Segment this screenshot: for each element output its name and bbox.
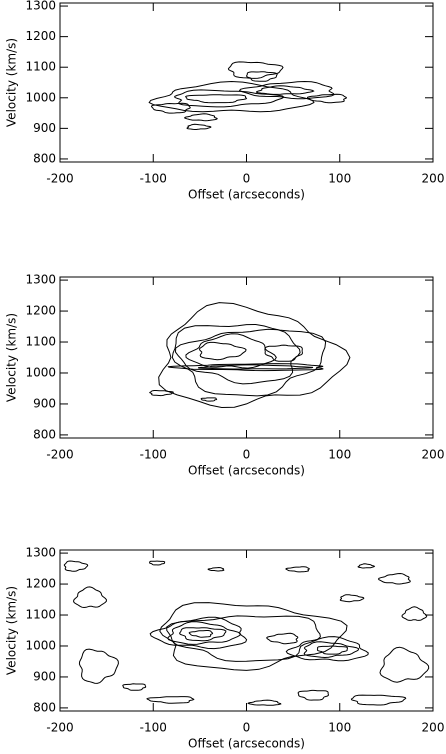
x-axis-label: Offset (arcseconds) xyxy=(188,737,305,751)
contour-line xyxy=(149,616,248,650)
x-tick-label: -100 xyxy=(140,721,167,735)
contour-line xyxy=(159,602,348,671)
x-tick-label: -200 xyxy=(46,172,73,186)
x-tick-label: 0 xyxy=(243,721,251,735)
contour-line xyxy=(174,328,301,385)
contour-line xyxy=(158,302,351,409)
y-tick-label: 1100 xyxy=(25,608,56,622)
contour-line xyxy=(167,621,241,645)
contour-line xyxy=(186,123,212,130)
panel: -200 -100 0 100 200 800 900 1000 1100 1200 1300 Off… xyxy=(5,273,445,478)
contour-line xyxy=(188,630,214,638)
y-tick-label: 900 xyxy=(33,669,56,683)
y-tick-label: 1100 xyxy=(25,335,56,349)
contour-line xyxy=(255,85,315,95)
x-tick-label: 0 xyxy=(243,172,251,186)
plot-frame xyxy=(59,549,434,712)
contour-line xyxy=(179,627,227,642)
contour-line xyxy=(264,344,303,362)
contour-line xyxy=(166,615,321,662)
y-tick-label: 1000 xyxy=(25,638,56,652)
panel: -200 -100 0 100 200 800 900 1000 1100 1200 1300 Off… xyxy=(5,0,445,202)
contour-line xyxy=(122,683,147,691)
contour-line xyxy=(246,71,278,82)
contour-line xyxy=(148,560,166,566)
contour-line xyxy=(316,645,349,655)
y-tick-label: 1100 xyxy=(25,60,56,74)
contour-line xyxy=(357,563,376,569)
contour-line xyxy=(266,632,299,645)
x-tick-label: 200 xyxy=(422,721,445,735)
contour-line xyxy=(184,94,248,104)
contour-line xyxy=(247,699,282,706)
contour-line xyxy=(198,341,247,361)
contour-line xyxy=(174,89,285,108)
y-axis-label: Velocity (km/s) xyxy=(5,38,19,127)
y-tick-label: 1200 xyxy=(25,577,56,591)
contour-line xyxy=(185,333,277,369)
x-tick-label: -200 xyxy=(46,721,73,735)
x-axis-label: Offset (arcseconds) xyxy=(188,188,305,202)
contour-line xyxy=(377,572,411,585)
contour-line xyxy=(350,694,407,706)
contour-line xyxy=(207,566,225,572)
y-tick-label: 800 xyxy=(33,151,56,165)
x-tick-label: -100 xyxy=(140,448,167,462)
y-tick-label: 1000 xyxy=(25,90,56,104)
plot-frame xyxy=(59,276,434,439)
contour-line xyxy=(197,364,314,370)
x-tick-label: -100 xyxy=(140,172,167,186)
contour-line xyxy=(285,636,369,662)
contour-line xyxy=(401,606,428,621)
y-tick-label: 800 xyxy=(33,427,56,441)
x-tick-label: 200 xyxy=(422,448,445,462)
y-tick-label: 800 xyxy=(33,700,56,714)
x-tick-label: 200 xyxy=(422,172,445,186)
x-axis-label: Offset (arcseconds) xyxy=(188,464,305,478)
x-tick-label: -200 xyxy=(46,448,73,462)
y-tick-label: 1200 xyxy=(25,29,56,43)
contour-line xyxy=(184,113,218,122)
contour-line xyxy=(303,641,360,659)
contour-line xyxy=(306,93,347,104)
contour-line xyxy=(167,363,324,372)
contour-line xyxy=(339,594,365,603)
y-tick-label: 900 xyxy=(33,396,56,410)
y-tick-label: 1200 xyxy=(25,304,56,318)
contour-line xyxy=(149,390,174,397)
y-axis-label: Velocity (km/s) xyxy=(5,313,19,402)
contour-line xyxy=(297,689,330,701)
x-tick-label: 100 xyxy=(328,172,351,186)
panel: -200 -100 0 100 200 800 900 1000 1100 1200 1300 Off… xyxy=(5,546,445,751)
contour-line xyxy=(72,586,107,609)
y-tick-label: 1000 xyxy=(25,365,56,379)
contour-line xyxy=(227,61,284,79)
contour-line xyxy=(238,80,335,100)
contour-line xyxy=(148,80,315,113)
contour-line xyxy=(78,648,119,684)
y-axis-label: Velocity (km/s) xyxy=(5,586,19,675)
contour-line xyxy=(285,566,310,573)
contour-line xyxy=(379,646,430,683)
contour-line xyxy=(63,560,89,572)
x-tick-label: 100 xyxy=(328,448,351,462)
y-tick-label: 1300 xyxy=(25,0,56,13)
y-tick-label: 1300 xyxy=(25,546,56,560)
y-tick-label: 1300 xyxy=(25,273,56,287)
contour-line xyxy=(200,397,218,402)
contour-line xyxy=(150,102,191,114)
contour-line xyxy=(146,696,195,704)
x-tick-label: 100 xyxy=(328,721,351,735)
x-tick-label: 0 xyxy=(243,448,251,462)
y-tick-label: 900 xyxy=(33,121,56,135)
contour-line xyxy=(171,323,327,397)
